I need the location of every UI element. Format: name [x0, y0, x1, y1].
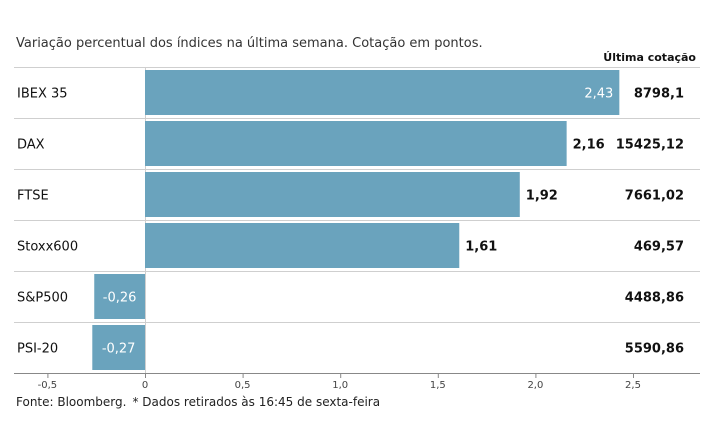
category-label: S&P500: [17, 291, 68, 306]
x-tick-label: 0: [142, 380, 148, 391]
bar: [145, 172, 520, 217]
value-label: -0,26: [103, 291, 137, 306]
category-label: IBEX 35: [17, 87, 68, 102]
last-quote-value: 8798,1: [634, 87, 684, 102]
bar: [145, 121, 567, 166]
chart-footer: Fonte: Bloomberg. * Dados retirados às 16…: [16, 395, 380, 409]
chart-subtitle: Variação percentual dos índices na últim…: [16, 36, 483, 51]
bar: [145, 70, 620, 115]
x-tick-label: 2,5: [625, 380, 641, 391]
x-tick-label: 0,5: [235, 380, 251, 391]
bar: [92, 325, 145, 370]
bar: [145, 223, 460, 268]
category-label: Stoxx600: [17, 240, 78, 255]
last-quote-header: Última cotação: [603, 51, 696, 64]
value-label: 1,61: [465, 240, 497, 255]
bar: [94, 274, 145, 319]
value-label: 2,16: [573, 138, 605, 153]
category-label: PSI-20: [17, 342, 58, 357]
source-note: Fonte: Bloomberg.: [16, 395, 127, 409]
value-label: 1,92: [526, 189, 558, 204]
x-tick-label: -0,5: [38, 380, 58, 391]
last-quote-value: 7661,02: [625, 189, 684, 204]
value-label: -0,27: [102, 342, 136, 357]
x-tick-label: 1,5: [430, 380, 446, 391]
last-quote-value: 5590,86: [625, 342, 684, 357]
value-label: 2,43: [584, 87, 613, 102]
footnote: * Dados retirados às 16:45 de sexta-feir…: [132, 395, 381, 409]
x-tick-label: 1,0: [332, 380, 348, 391]
category-label: FTSE: [17, 189, 49, 204]
last-quote-value: 469,57: [634, 240, 684, 255]
x-tick-label: 2,0: [527, 380, 543, 391]
last-quote-value: 15425,12: [616, 138, 684, 153]
last-quote-value: 4488,86: [625, 291, 684, 306]
category-label: DAX: [17, 138, 45, 153]
